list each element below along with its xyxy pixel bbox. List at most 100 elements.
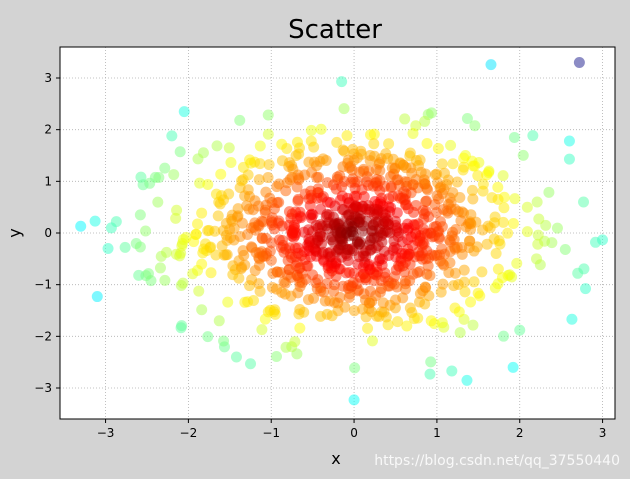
scatter-point (578, 196, 590, 208)
scatter-point (399, 113, 411, 125)
scatter-point (215, 168, 227, 180)
y-tick-label: 3 (44, 71, 52, 85)
scatter-point (458, 264, 470, 276)
scatter-point (236, 217, 248, 229)
scatter-point (262, 109, 274, 121)
scatter-point (221, 249, 233, 261)
scatter-point (401, 320, 413, 332)
scatter-point (368, 138, 380, 150)
scatter-point (496, 272, 508, 284)
scatter-point (341, 130, 353, 142)
scatter-point (289, 336, 301, 348)
scatter-point (459, 286, 471, 298)
scatter-point (331, 136, 343, 148)
scatter-point (358, 191, 370, 203)
y-tick-label: 2 (44, 123, 52, 137)
scatter-point (443, 234, 455, 246)
scatter-point (420, 195, 432, 207)
scatter-point (281, 143, 293, 155)
scatter-point (572, 267, 584, 279)
scatter-point (328, 279, 340, 291)
scatter-point (414, 296, 426, 308)
scatter-point (196, 258, 208, 270)
scatter-point (320, 155, 332, 167)
y-tick-label: 1 (44, 174, 52, 188)
scatter-point (245, 358, 257, 370)
scatter-point (154, 262, 166, 274)
scatter-point (210, 249, 222, 261)
scatter-point (531, 253, 543, 265)
scatter-point (507, 361, 519, 373)
scatter-point (472, 287, 484, 299)
scatter-point (308, 141, 320, 153)
scatter-point (280, 185, 292, 197)
scatter-point (202, 179, 214, 191)
scatter-point (362, 322, 374, 334)
scatter-point (177, 277, 189, 289)
scatter-point (485, 59, 497, 71)
scatter-point (511, 257, 523, 269)
scatter-point (507, 218, 519, 230)
scatter-point (481, 238, 493, 250)
scatter-point (447, 158, 459, 170)
scatter-point (271, 181, 283, 193)
scatter-point (304, 200, 316, 212)
scatter-point (271, 283, 283, 295)
scatter-point (257, 216, 269, 228)
scatter-point (348, 305, 360, 317)
scatter-point (292, 195, 304, 207)
scatter-point (140, 225, 152, 237)
scatter-point (276, 235, 288, 247)
scatter-point (532, 229, 544, 241)
scatter-point (248, 295, 260, 307)
scatter-point (457, 164, 469, 176)
scatter-point (264, 245, 276, 257)
scatter-point (492, 263, 504, 275)
scatter-point (270, 350, 282, 362)
scatter-point (239, 259, 251, 271)
scatter-point (559, 244, 571, 256)
scatter-point (190, 228, 202, 240)
scatter-point (230, 351, 242, 363)
scatter-point (454, 327, 466, 339)
scatter-point (392, 316, 404, 328)
scatter-point (233, 272, 245, 284)
scatter-point (531, 196, 543, 208)
x-tick-label: 1 (433, 426, 441, 440)
scatter-point (563, 153, 575, 165)
scatter-point (540, 219, 552, 231)
scatter-point (193, 285, 205, 297)
scatter-point (436, 158, 448, 170)
scatter-point (196, 304, 208, 316)
scatter-point (490, 247, 502, 259)
scatter-point (196, 207, 208, 219)
scatter-point (223, 188, 235, 200)
scatter-point (159, 162, 171, 174)
scatter-point (223, 142, 235, 154)
chart-title: Scatter (288, 15, 382, 45)
scatter-point (338, 103, 350, 115)
x-axis-label: x (331, 449, 340, 468)
scatter-point (476, 266, 488, 278)
scatter-point (338, 145, 350, 157)
scatter-point (153, 171, 165, 183)
scatter-point (194, 177, 206, 189)
scatter-point (211, 140, 223, 152)
scatter-point (502, 227, 514, 239)
scatter-point (563, 135, 575, 147)
scatter-point (445, 139, 457, 151)
scatter-point (347, 226, 359, 238)
scatter-point (399, 275, 411, 287)
scatter-point (492, 181, 504, 193)
scatter-point (461, 113, 473, 125)
scatter-point (269, 304, 281, 316)
scatter-point (455, 215, 467, 227)
x-tick-label: 3 (599, 426, 607, 440)
scatter-point (349, 362, 361, 374)
scatter-point (134, 209, 146, 221)
scatter-point (110, 216, 122, 228)
scatter-point (498, 202, 510, 214)
scatter-point (291, 181, 303, 193)
scatter-point (176, 320, 188, 332)
scatter-point (307, 269, 319, 281)
